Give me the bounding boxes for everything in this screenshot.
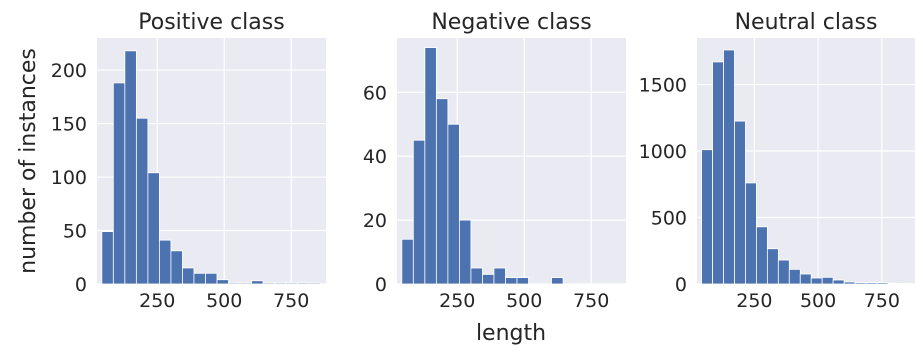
subplot-title: Positive class xyxy=(138,10,284,35)
histogram-bar xyxy=(459,219,472,285)
y-tick-label: 0 xyxy=(375,274,387,296)
histogram-bar xyxy=(101,231,114,285)
x-tick-label: 250 xyxy=(439,290,475,312)
y-tick-label: 50 xyxy=(63,221,87,243)
x-tick-label: 750 xyxy=(573,290,609,312)
y-tick-label: 1000 xyxy=(639,141,687,163)
histogram-bar xyxy=(887,282,900,285)
y-tick-label: 40 xyxy=(363,146,387,168)
histogram-bar xyxy=(701,149,713,285)
x-tick-label: 250 xyxy=(736,290,772,312)
histogram-bar xyxy=(551,277,564,285)
histogram-bar xyxy=(297,282,310,285)
x-tick-label: 750 xyxy=(864,290,900,312)
histogram-bar xyxy=(308,282,322,285)
y-tick-label: 0 xyxy=(675,274,687,296)
histogram-bar xyxy=(159,239,172,285)
histogram-bar xyxy=(135,117,149,285)
histogram-bar xyxy=(832,279,845,285)
y-tick-label: 150 xyxy=(51,114,87,136)
subplot-2: Negative class 0 20 40 60 250 500 750 xyxy=(363,10,626,312)
histogram-bar xyxy=(216,279,229,285)
histogram-bar xyxy=(470,267,483,285)
histogram-bar xyxy=(205,272,218,285)
histogram-bar xyxy=(193,272,206,285)
histogram-bar xyxy=(493,267,506,285)
histogram-bar xyxy=(865,282,878,285)
x-tick-label: 500 xyxy=(206,290,242,312)
y-axis-label: number of instances xyxy=(16,48,41,274)
histogram-bar xyxy=(788,268,801,285)
y-tick-label: 200 xyxy=(51,60,87,82)
histogram-bar xyxy=(734,120,746,285)
histogram-bar xyxy=(262,282,275,285)
x-tick-label: 500 xyxy=(800,290,836,312)
histogram-bar xyxy=(745,182,757,285)
histogram-bar xyxy=(401,238,414,285)
histogram-bar xyxy=(482,274,495,285)
subplot-3: Neutral class 0 500 1000 1500 250 500 750 xyxy=(639,10,915,312)
x-axis-label: length xyxy=(476,321,546,345)
histogram-bar xyxy=(412,139,426,285)
histogram-bar xyxy=(876,282,889,285)
subplot-title: Neutral class xyxy=(735,10,878,35)
histogram-bar xyxy=(766,248,779,285)
histogram-bar xyxy=(898,282,911,285)
y-tick-label: 1500 xyxy=(639,75,687,97)
y-tick-label: 20 xyxy=(363,210,387,232)
histogram-bar xyxy=(147,172,160,285)
subplot-title: Negative class xyxy=(431,10,591,35)
histogram-bar xyxy=(516,277,529,285)
histogram-bar xyxy=(124,50,137,285)
subplot-1: Positive class 0 50 100 150 200 250 500 750 xyxy=(51,10,326,312)
histogram-bar xyxy=(285,282,299,285)
histogram-bar xyxy=(723,49,735,285)
histogram-bar xyxy=(505,277,518,285)
histogram-bar xyxy=(821,276,834,285)
histogram-bar xyxy=(756,226,768,285)
histogram-bar xyxy=(112,82,126,285)
y-tick-label: 500 xyxy=(651,208,687,230)
histogram-bar xyxy=(239,282,252,285)
x-tick-label: 500 xyxy=(506,290,542,312)
histogram-bar xyxy=(251,280,264,285)
histogram-bar xyxy=(777,259,790,285)
histogram-bar xyxy=(424,47,437,285)
histogram-bar xyxy=(843,281,856,285)
histogram-bar xyxy=(447,123,460,285)
histogram-bar xyxy=(228,282,241,285)
histogram-bar xyxy=(435,98,449,285)
x-tick-label: 250 xyxy=(139,290,175,312)
histogram-bar xyxy=(810,277,823,285)
histogram-bar xyxy=(854,282,867,285)
y-tick-label: 100 xyxy=(51,167,87,189)
histogram-bar xyxy=(170,250,183,285)
x-tick-label: 750 xyxy=(273,290,309,312)
y-tick-label: 0 xyxy=(75,274,87,296)
histogram-bar xyxy=(799,273,812,285)
histogram-bar xyxy=(182,267,195,285)
histogram-bar xyxy=(712,61,724,285)
histogram-bar xyxy=(274,282,287,285)
y-tick-label: 60 xyxy=(363,82,387,104)
